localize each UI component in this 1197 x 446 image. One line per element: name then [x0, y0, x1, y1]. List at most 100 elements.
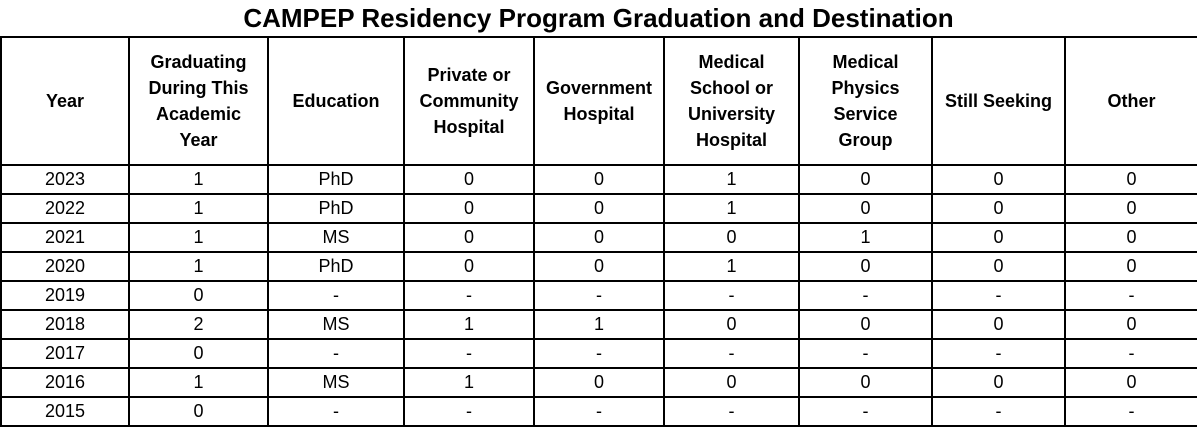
table-cell: 2020: [0, 251, 130, 282]
table-cell: 1: [663, 164, 800, 195]
table-body: 2023 1 PhD 0 0 1 0 0 0 2022 1 PhD 0 0 1 0 0 0 2021 1 MS 0 0 0 1 0…: [0, 164, 1197, 427]
table-cell: 2021: [0, 222, 130, 253]
table-cell: 0: [1064, 251, 1197, 282]
table-cell: 0: [533, 164, 665, 195]
table-cell: -: [533, 338, 665, 369]
table-cell: 2017: [0, 338, 130, 369]
table-row-2023: 2023 1 PhD 0 0 1 0 0 0: [0, 164, 1197, 195]
table-cell: 0: [403, 164, 535, 195]
table-cell: 2: [128, 309, 269, 340]
table-header: Year Graduating During This Academic Year…: [0, 36, 1197, 166]
column-header-government-hospital: Government Hospital: [533, 36, 665, 166]
table-cell: 1: [403, 309, 535, 340]
table-cell: -: [267, 396, 405, 427]
table-cell: -: [1064, 396, 1197, 427]
table-cell: 1: [128, 367, 269, 398]
column-header-year: Year: [0, 36, 130, 166]
table-cell: -: [533, 396, 665, 427]
table-cell: 0: [533, 193, 665, 224]
table-cell: -: [663, 338, 800, 369]
table-cell: 0: [403, 222, 535, 253]
table-cell: 0: [403, 193, 535, 224]
table-cell: 0: [128, 396, 269, 427]
table-cell: 0: [931, 222, 1066, 253]
table-cell: -: [1064, 338, 1197, 369]
table-row-2017: 2017 0- - - - - - -: [0, 338, 1197, 369]
table-cell: -: [403, 280, 535, 311]
table-cell: 0: [931, 193, 1066, 224]
table-cell: -: [403, 396, 535, 427]
table-cell: 1: [128, 193, 269, 224]
table-row-2015: 2015 0- - - - - - -: [0, 396, 1197, 427]
table-cell: 2016: [0, 367, 130, 398]
table-cell: -: [267, 338, 405, 369]
table-cell: 0: [663, 222, 800, 253]
table-cell: 0: [403, 251, 535, 282]
table-cell: PhD: [267, 193, 405, 224]
table-cell: 0: [798, 251, 933, 282]
table-cell: -: [798, 396, 933, 427]
table-cell: 0: [128, 280, 269, 311]
table-cell: 0: [798, 193, 933, 224]
table-cell: MS: [267, 367, 405, 398]
table-cell: -: [798, 338, 933, 369]
table-row-2021: 2021 1 MS 0 0 0 1 0 0: [0, 222, 1197, 253]
table-row-2016: 2016 1 MS 1 0 0 0 0 0: [0, 367, 1197, 398]
table-cell: 2015: [0, 396, 130, 427]
table-cell: -: [663, 396, 800, 427]
column-header-medical-physics-service-group: Medical Physics Service Group: [798, 36, 933, 166]
table-cell: MS: [267, 309, 405, 340]
table-cell: -: [663, 280, 800, 311]
table-cell: 1: [128, 164, 269, 195]
table-cell: 0: [533, 367, 665, 398]
table-cell: -: [533, 280, 665, 311]
table-cell: 0: [931, 164, 1066, 195]
table-cell: -: [931, 280, 1066, 311]
table-cell: 0: [663, 367, 800, 398]
table-cell: 0: [931, 251, 1066, 282]
table-cell: 1: [798, 222, 933, 253]
table-cell: 0: [1064, 309, 1197, 340]
table-cell: 0: [798, 309, 933, 340]
table-cell: 0: [798, 367, 933, 398]
table-cell: 2019: [0, 280, 130, 311]
table-cell: 1: [403, 367, 535, 398]
table-row-2020: 2020 1 PhD 0 0 1 0 0 0: [0, 251, 1197, 282]
column-header-other: Other: [1064, 36, 1197, 166]
table-row-2022: 2022 1 PhD 0 0 1 0 0 0: [0, 193, 1197, 224]
table-cell: MS: [267, 222, 405, 253]
table-cell: 2023: [0, 164, 130, 195]
table-cell: 1: [128, 222, 269, 253]
table-cell: 0: [1064, 367, 1197, 398]
table-cell: 0: [798, 164, 933, 195]
table-header-row: Year Graduating During This Academic Year…: [0, 36, 1197, 166]
table-cell: PhD: [267, 251, 405, 282]
table-cell: 0: [533, 251, 665, 282]
table-cell: 0: [663, 309, 800, 340]
column-header-still-seeking: Still Seeking: [931, 36, 1066, 166]
table-cell: 2018: [0, 309, 130, 340]
table-cell: 2022: [0, 193, 130, 224]
table-cell: 0: [931, 367, 1066, 398]
table-cell: 1: [663, 251, 800, 282]
table-cell: 0: [1064, 222, 1197, 253]
table-cell: 0: [1064, 193, 1197, 224]
table-cell: -: [267, 280, 405, 311]
table-cell: -: [403, 338, 535, 369]
table-cell: -: [931, 338, 1066, 369]
table-cell: 0: [128, 338, 269, 369]
table-cell: PhD: [267, 164, 405, 195]
table-row-2018: 2018 2 MS 1 1 0 0 0 0: [0, 309, 1197, 340]
table-cell: 0: [533, 222, 665, 253]
column-header-graduating-during-this-academic-year: Graduating During This Academic Year: [128, 36, 269, 166]
column-header-private-or-community-hospital: Private or Community Hospital: [403, 36, 535, 166]
table-cell: -: [798, 280, 933, 311]
table-cell: 0: [1064, 164, 1197, 195]
column-header-medical-school-or-university-hospital: Medical School or University Hospital: [663, 36, 800, 166]
table-title: CAMPEP Residency Program Graduation and …: [243, 2, 954, 33]
table-cell: 1: [663, 193, 800, 224]
table-row-2019: 2019 0- - - - - - -: [0, 280, 1197, 311]
table-cell: 1: [128, 251, 269, 282]
table-cell: 0: [931, 309, 1066, 340]
